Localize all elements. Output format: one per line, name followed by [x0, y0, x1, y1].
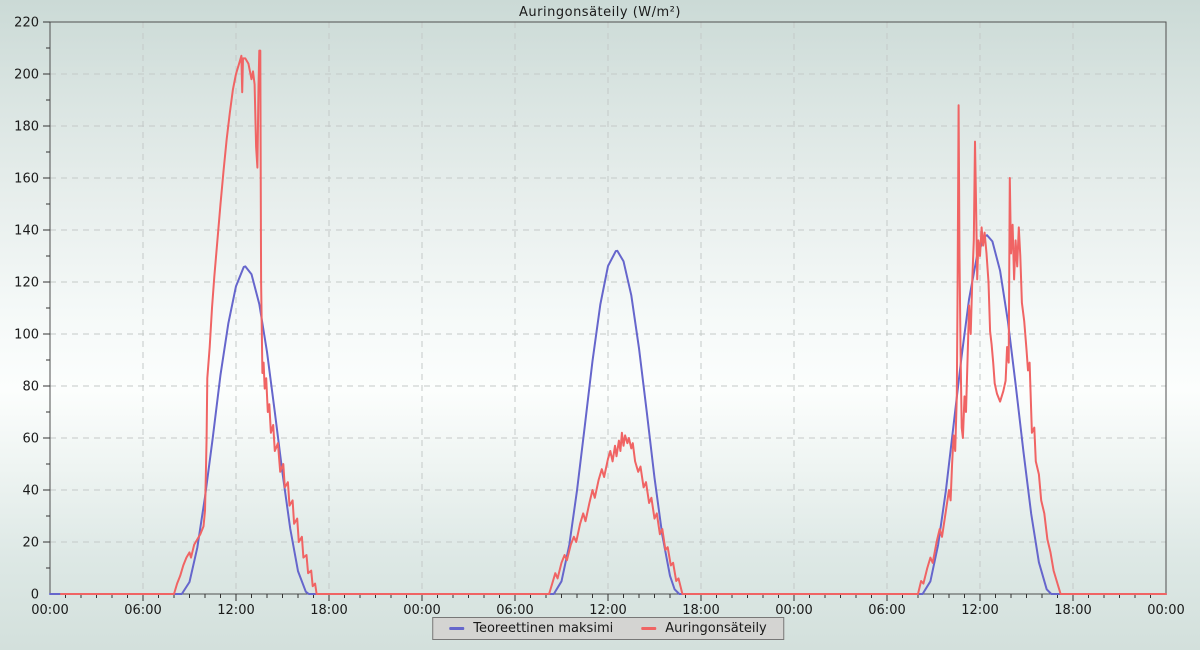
- legend-swatch-red-line-icon: [641, 627, 657, 630]
- y-axis-label: 180: [14, 120, 39, 135]
- y-axis-label: 100: [14, 328, 39, 343]
- series-line-auringons-teily: [59, 49, 1167, 595]
- legend-swatch-blue-line-icon: [449, 627, 465, 630]
- y-axis-label: 20: [22, 536, 39, 551]
- y-axis-label: 200: [14, 68, 39, 83]
- x-axis-label: 18:00: [310, 603, 347, 618]
- y-axis-label: 40: [22, 484, 39, 499]
- legend-item-teoreettinen-maksimi: Teoreettinen maksimi: [449, 621, 613, 636]
- x-axis-label: 00:00: [775, 603, 812, 618]
- y-axis-label: 80: [22, 380, 39, 395]
- y-axis-label: 220: [14, 16, 39, 31]
- y-axis-label: 160: [14, 172, 39, 187]
- x-axis-label: 18:00: [1054, 603, 1091, 618]
- legend: Teoreettinen maksimi Auringonsäteily: [432, 617, 784, 640]
- x-axis-label: 12:00: [961, 603, 998, 618]
- x-axis-label: 18:00: [682, 603, 719, 618]
- x-axis-label: 12:00: [217, 603, 254, 618]
- legend-label: Teoreettinen maksimi: [473, 621, 614, 636]
- legend-label: Auringonsäteily: [665, 621, 767, 636]
- series-line-teoreettinen-maksimi: [49, 234, 1167, 595]
- x-axis-label: 06:00: [868, 603, 905, 618]
- chart-title: Auringonsäteily (W/m²): [519, 5, 681, 20]
- x-axis-label: 00:00: [403, 603, 440, 618]
- legend-item-auringonsateily: Auringonsäteily: [641, 621, 767, 636]
- x-axis-label: 00:00: [1147, 603, 1184, 618]
- x-axis-label: 00:00: [31, 603, 68, 618]
- x-axis-label: 12:00: [589, 603, 626, 618]
- y-axis-label: 0: [31, 588, 39, 603]
- y-axis-label: 120: [14, 276, 39, 291]
- y-axis-label: 60: [22, 432, 39, 447]
- x-axis-label: 06:00: [124, 603, 161, 618]
- x-axis-label: 06:00: [496, 603, 533, 618]
- y-axis-label: 140: [14, 224, 39, 239]
